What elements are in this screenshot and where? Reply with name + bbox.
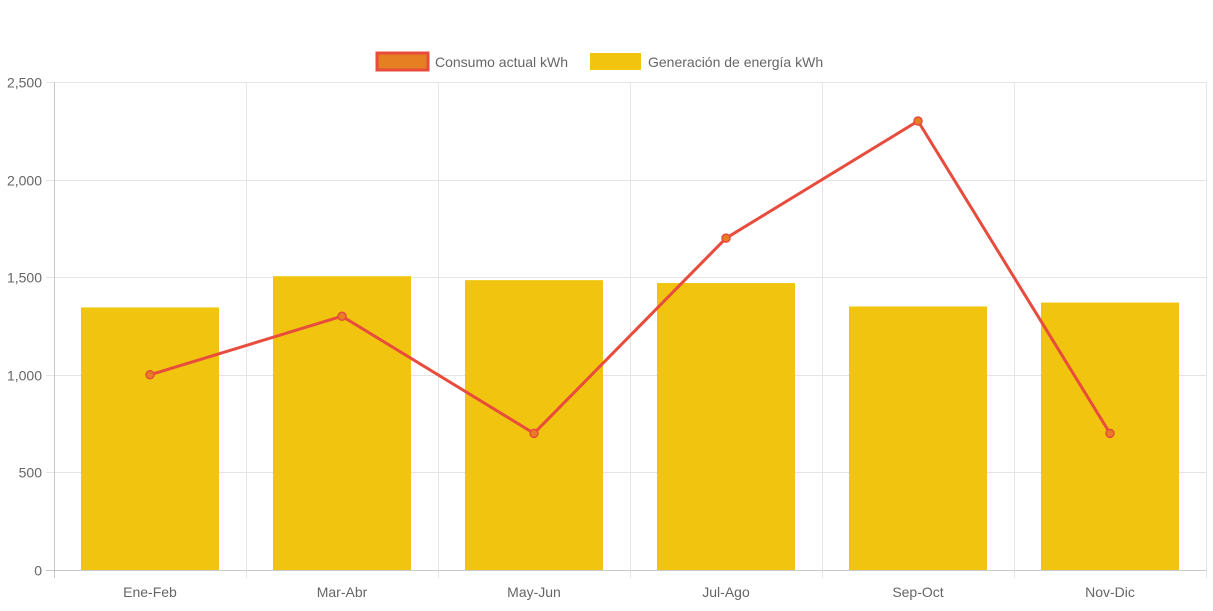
line-point bbox=[145, 370, 155, 380]
line-point bbox=[913, 116, 923, 126]
line-point bbox=[337, 311, 347, 321]
y-tick-label: 2,000 bbox=[7, 173, 42, 189]
bar bbox=[465, 280, 603, 570]
line-point bbox=[721, 233, 731, 243]
line-point bbox=[1105, 428, 1115, 439]
bar-series bbox=[81, 276, 1179, 570]
bar bbox=[849, 306, 987, 570]
y-tick-label: 0 bbox=[34, 563, 42, 579]
legend-swatch-generacion[interactable] bbox=[590, 53, 641, 70]
line-point bbox=[529, 428, 539, 439]
x-tick-label: Mar-Abr bbox=[317, 584, 368, 600]
y-tick-label: 500 bbox=[19, 465, 43, 481]
x-tick-label: May-Jun bbox=[507, 584, 561, 600]
y-tick-label: 1,000 bbox=[7, 368, 42, 384]
bar bbox=[273, 276, 411, 570]
line-path bbox=[149, 119, 1112, 435]
grid-lines bbox=[46, 82, 1207, 578]
legend-label-generacion[interactable]: Generación de energía kWh bbox=[648, 54, 823, 70]
x-tick-label: Jul-Ago bbox=[702, 584, 750, 600]
axes: 0 500 1,000 1,500 2,000 2,500 Ene-Feb Mar-Abr Ma… bbox=[7, 75, 1135, 601]
legend: Consumo actual kWh Generación de energía… bbox=[375, 51, 823, 72]
y-tick-label: 2,500 bbox=[7, 75, 42, 91]
x-tick-label: Sep-Oct bbox=[892, 584, 943, 600]
legend-label-consumo[interactable]: Consumo actual kWh bbox=[435, 54, 568, 70]
bar bbox=[657, 283, 795, 570]
x-tick-label: Ene-Feb bbox=[123, 584, 177, 600]
line-series bbox=[145, 116, 1115, 439]
y-tick-label: 1,500 bbox=[7, 270, 42, 286]
bar bbox=[81, 307, 219, 570]
legend-swatch-consumo[interactable] bbox=[375, 51, 430, 72]
x-tick-label: Nov-Dic bbox=[1085, 584, 1135, 600]
